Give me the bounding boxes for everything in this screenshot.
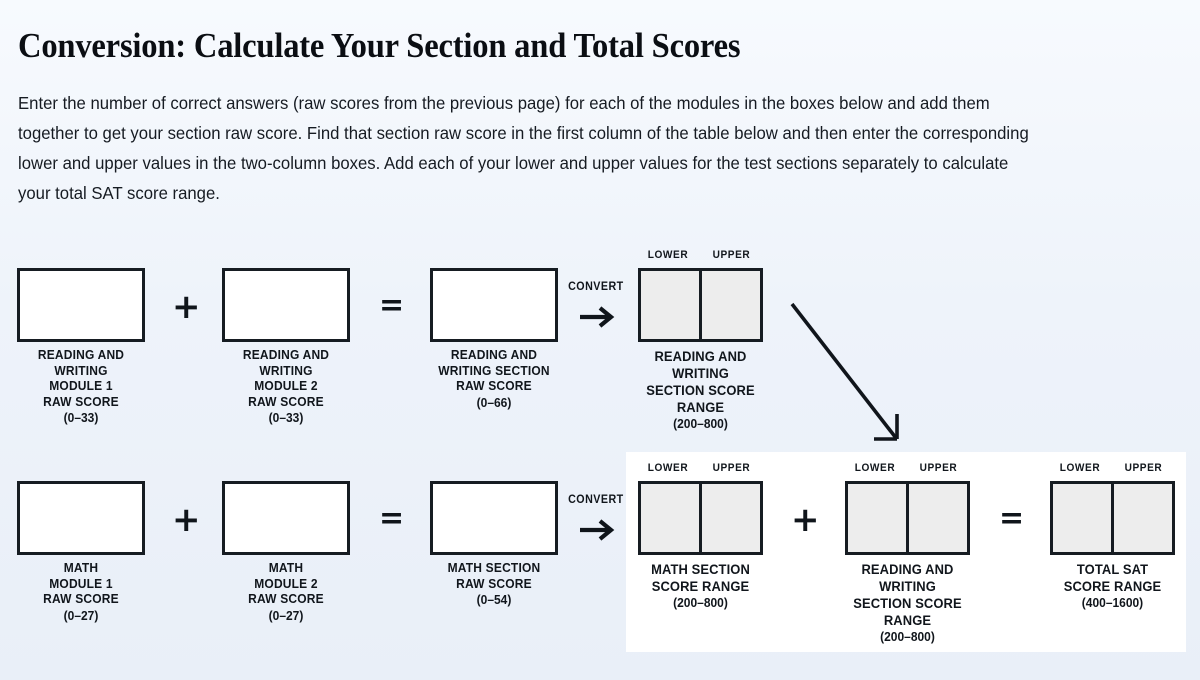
total-sat-upper-input[interactable] [1111, 484, 1172, 552]
rw-module-1-group: READING AND WRITING MODULE 1 RAW SCORE (… [17, 268, 145, 426]
math-section-raw-group: MATH SECTION RAW SCORE (0–54) [430, 481, 558, 608]
convert-arrow-rw-icon [578, 302, 622, 337]
rw-module-2-label: READING AND WRITING MODULE 2 RAW SCORE [242, 348, 330, 409]
math-section-score-range-range: (200–800) [673, 596, 728, 610]
upper-header-rw: UPPER [712, 249, 751, 261]
rw-section-score-range-label: READING AND WRITING SECTION SCORE RANGE [646, 349, 755, 415]
rw-section-score-lower-input[interactable] [641, 271, 699, 339]
convert-arrow-math-icon [578, 515, 622, 550]
lower-header-rw-carried: LOWER [854, 462, 896, 474]
rw-module-1-input[interactable] [17, 268, 145, 342]
equals-operator-total: = [999, 501, 1025, 536]
rw-module-1-label: READING AND WRITING MODULE 1 RAW SCORE [37, 348, 125, 409]
total-sat-score-range-box [1050, 481, 1175, 555]
math-section-score-range-label: MATH SECTION SCORE RANGE [651, 562, 750, 594]
carry-arrow-icon [786, 298, 911, 453]
page-title: Conversion: Calculate Your Section and T… [18, 26, 741, 65]
math-module-1-input[interactable] [17, 481, 145, 555]
math-section-score-lower-input[interactable] [641, 484, 699, 552]
plus-operator-total: + [791, 500, 820, 540]
rw-section-raw-input[interactable] [430, 268, 558, 342]
math-section-score-upper-input[interactable] [699, 484, 760, 552]
total-sat-lower-input[interactable] [1053, 484, 1111, 552]
convert-label-math: CONVERT [568, 494, 624, 506]
equals-operator-math: = [379, 501, 405, 536]
rw-module-2-input[interactable] [222, 268, 350, 342]
total-sat-score-range-group: TOTAL SAT SCORE RANGE (400–1600) [1050, 481, 1175, 611]
lower-header-math: LOWER [647, 462, 689, 474]
plus-operator-math: + [172, 500, 201, 540]
rw-section-score-range-group: READING AND WRITING SECTION SCORE RANGE … [638, 268, 763, 432]
math-module-1-label: MATH MODULE 1 RAW SCORE [43, 561, 119, 606]
plus-operator-rw: + [172, 287, 201, 327]
rw-section-raw-range: (0–66) [476, 395, 512, 410]
rw-section-score-range-carried-box [845, 481, 970, 555]
upper-header-total: UPPER [1124, 462, 1163, 474]
rw-carried-upper-input[interactable] [906, 484, 967, 552]
rw-section-raw-group: READING AND WRITING SECTION RAW SCORE (0… [430, 268, 558, 411]
upper-header-rw-carried: UPPER [919, 462, 958, 474]
math-module-1-range: (0–27) [63, 608, 99, 623]
rw-section-raw-label: READING AND WRITING SECTION RAW SCORE [438, 348, 550, 393]
lower-header-total: LOWER [1059, 462, 1101, 474]
math-section-raw-range: (0–54) [476, 593, 512, 607]
equals-operator-rw: = [379, 288, 405, 323]
rw-module-2-group: READING AND WRITING MODULE 2 RAW SCORE (… [222, 268, 350, 426]
rw-section-score-upper-input[interactable] [699, 271, 760, 339]
math-section-score-range-box [638, 481, 763, 555]
math-module-2-label: MATH MODULE 2 RAW SCORE [248, 561, 324, 606]
lower-header-rw: LOWER [647, 249, 689, 261]
rw-section-score-range-carried-label: READING AND WRITING SECTION SCORE RANGE [853, 562, 962, 628]
math-section-raw-input[interactable] [430, 481, 558, 555]
math-section-raw-label: MATH SECTION RAW SCORE [447, 561, 541, 591]
rw-section-score-range-range: (200–800) [673, 417, 728, 431]
total-sat-score-range-label: TOTAL SAT SCORE RANGE [1063, 562, 1162, 594]
rw-section-score-range-carried-range: (200–800) [880, 630, 935, 644]
math-module-1-group: MATH MODULE 1 RAW SCORE (0–27) [17, 481, 145, 624]
math-module-2-range: (0–27) [268, 608, 304, 623]
rw-carried-lower-input[interactable] [848, 484, 906, 552]
rw-section-score-range-box [638, 268, 763, 342]
math-module-2-input[interactable] [222, 481, 350, 555]
total-sat-score-range-range: (400–1600) [1081, 596, 1144, 610]
upper-header-math: UPPER [712, 462, 751, 474]
convert-label-rw: CONVERT [568, 281, 624, 293]
rw-section-score-range-carried-group: READING AND WRITING SECTION SCORE RANGE … [845, 481, 970, 645]
math-module-2-group: MATH MODULE 2 RAW SCORE (0–27) [222, 481, 350, 624]
math-section-score-range-group: MATH SECTION SCORE RANGE (200–800) [638, 481, 763, 611]
rw-module-1-range: (0–33) [63, 411, 99, 425]
rw-module-2-range: (0–33) [268, 411, 304, 425]
intro-paragraph: Enter the number of correct answers (raw… [18, 93, 1029, 203]
